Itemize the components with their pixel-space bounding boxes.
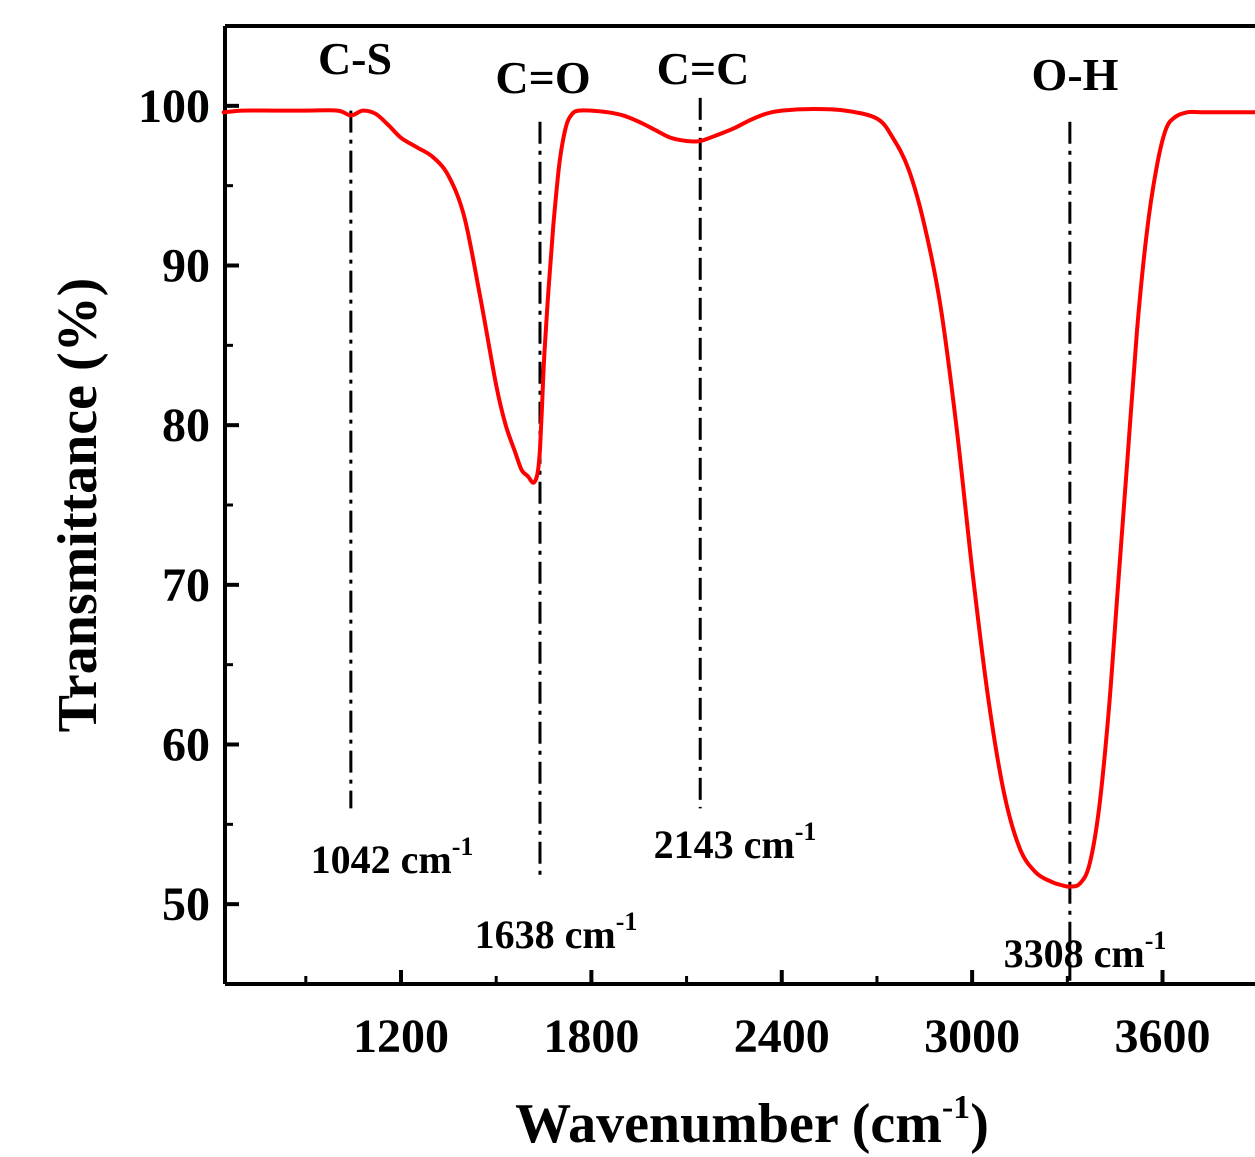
band-name-label: C=C <box>657 43 750 94</box>
x-axis-ticks: 1200 1800 2400 3000 3600 <box>304 970 1211 1063</box>
band-wavenumber-label: 1042 cm-1 <box>311 832 474 882</box>
x-tick-label: 1200 <box>353 1010 449 1063</box>
band-wavenumber-label: 3308 cm-1 <box>1004 926 1167 976</box>
band-wavenumber-label: 2143 cm-1 <box>654 817 817 867</box>
band-wavenumber-label: 1638 cm-1 <box>475 907 638 957</box>
band-marker-lines <box>349 97 1072 981</box>
y-tick-label: 90 <box>162 240 210 293</box>
x-axis-title-main: Wavenumber (cm <box>515 1093 942 1155</box>
y-tick-label: 70 <box>162 559 210 612</box>
x-axis-title-close: ) <box>970 1093 989 1155</box>
band-name-label: C=O <box>495 52 590 103</box>
x-axis-title: Wavenumber (cm-1) <box>515 1089 989 1155</box>
y-tick-label: 100 <box>138 80 210 133</box>
band-name-label: C-S <box>318 33 392 84</box>
y-tick-label: 50 <box>162 878 210 931</box>
y-axis-title: Transmittance (%) <box>47 278 109 733</box>
transmittance-series-line <box>221 107 1255 889</box>
x-tick-label: 3600 <box>1115 1010 1211 1063</box>
y-axis-ticks: 50 60 70 80 90 100 <box>138 80 239 931</box>
y-tick-label: 60 <box>162 719 210 772</box>
x-tick-label: 1800 <box>543 1010 639 1063</box>
band-name-label: O-H <box>1032 49 1119 100</box>
x-tick-label: 2400 <box>734 1010 830 1063</box>
band-labels: C-S 1042 cm-1 C=O 1638 cm-1 C=C 2143 cm-1 O-H 3… <box>311 33 1167 976</box>
x-tick-label: 3000 <box>924 1010 1020 1063</box>
y-tick-label: 80 <box>162 399 210 452</box>
x-axis-title-sup: -1 <box>942 1089 970 1126</box>
